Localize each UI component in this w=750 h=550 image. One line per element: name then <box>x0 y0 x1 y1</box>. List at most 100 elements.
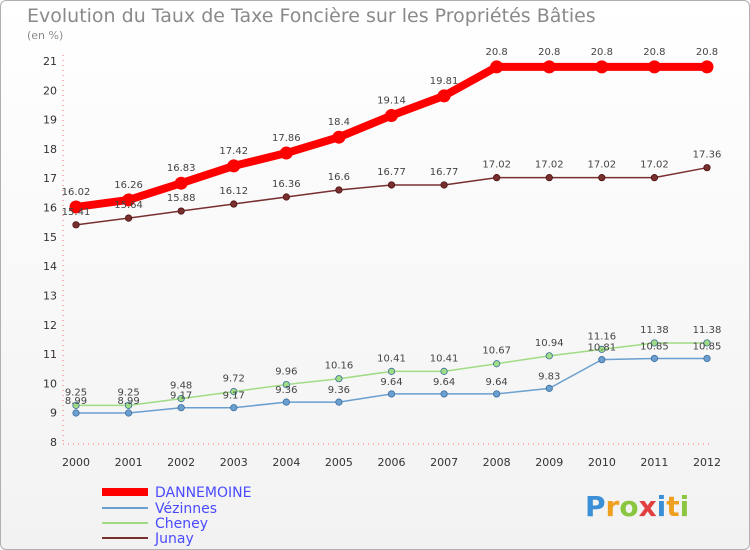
data-label: 9.25 <box>65 387 87 398</box>
data-label: 16.77 <box>430 167 459 178</box>
data-label: 20.8 <box>486 47 508 58</box>
data-point <box>227 159 241 173</box>
data-label: 18.4 <box>328 117 350 128</box>
data-label: 16.83 <box>167 163 196 174</box>
data-label: 20.8 <box>643 47 665 58</box>
logo-letter: i <box>656 490 667 523</box>
data-point <box>650 174 659 182</box>
data-point <box>650 339 659 347</box>
x-tick-label: 2009 <box>535 456 563 469</box>
x-tick-label: 2003 <box>220 456 248 469</box>
data-point <box>230 387 238 396</box>
y-tick-label: 20 <box>43 84 57 97</box>
data-point <box>598 345 606 353</box>
data-point <box>72 221 80 229</box>
data-point <box>387 367 396 375</box>
data-point <box>177 395 185 403</box>
x-tick-label: 2010 <box>588 456 616 469</box>
data-point <box>230 200 238 208</box>
data-label: 16.26 <box>114 180 143 191</box>
data-label: 9.96 <box>275 367 297 378</box>
data-point <box>700 60 714 74</box>
logo-letter: i <box>679 490 690 523</box>
y-tick-label: 10 <box>43 377 57 390</box>
data-point <box>545 384 553 392</box>
x-tick-label: 2005 <box>325 456 353 469</box>
data-label: 11.16 <box>588 331 617 342</box>
data-point <box>387 390 396 398</box>
data-point <box>542 60 556 74</box>
data-point <box>69 200 83 214</box>
data-point <box>385 109 398 123</box>
x-tick-label: 2007 <box>430 456 458 469</box>
data-point <box>647 60 661 74</box>
data-point <box>595 60 609 74</box>
data-point <box>545 352 553 360</box>
data-point <box>72 409 80 417</box>
data-point <box>122 193 136 207</box>
data-point <box>440 181 448 189</box>
data-label: 9.72 <box>223 374 245 385</box>
data-point <box>332 130 346 144</box>
legend-label: DANNEMOINE <box>155 485 251 501</box>
data-point <box>282 398 290 406</box>
y-tick-label: 15 <box>43 231 57 244</box>
data-label: 17.02 <box>482 160 511 171</box>
data-label: 10.94 <box>535 338 564 349</box>
data-point <box>493 390 501 398</box>
data-point <box>335 375 343 383</box>
data-point <box>124 214 133 222</box>
legend-label: Vézinnes <box>155 501 217 517</box>
data-label: 9.64 <box>433 377 455 388</box>
data-label: 11.38 <box>693 325 722 336</box>
data-label: 10.41 <box>430 353 459 364</box>
x-tick-label: 2000 <box>62 456 90 469</box>
data-point <box>545 174 553 182</box>
data-label: 8.99 <box>65 396 87 407</box>
data-label: 17.36 <box>693 150 722 161</box>
data-label: 10.41 <box>377 353 406 364</box>
data-label: 15.64 <box>114 200 143 211</box>
data-label: 15.41 <box>62 207 91 218</box>
logo-letter: o <box>619 490 639 523</box>
y-tick-label: 11 <box>43 348 57 361</box>
data-label: 16.02 <box>62 187 91 198</box>
data-label: 10.85 <box>693 341 722 352</box>
data-point <box>703 339 711 347</box>
x-tick-label: 2001 <box>115 456 143 469</box>
data-label: 17.02 <box>588 160 617 171</box>
data-label: 20.8 <box>538 47 560 58</box>
x-tick-label: 2008 <box>483 456 511 469</box>
data-point <box>177 404 185 412</box>
logo-letter: r <box>605 490 620 523</box>
data-label: 19.14 <box>377 96 406 107</box>
logo-letter: x <box>638 490 657 523</box>
data-label: 10.16 <box>325 361 354 372</box>
data-label: 11.38 <box>640 325 669 336</box>
logo-letter: P <box>585 490 606 523</box>
data-point <box>279 146 293 160</box>
data-point <box>490 60 504 74</box>
data-label: 9.17 <box>170 391 192 402</box>
y-tick-label: 8 <box>50 436 57 449</box>
data-label: 16.12 <box>219 186 248 197</box>
y-tick-label: 12 <box>43 319 57 332</box>
data-label: 10.81 <box>588 343 617 354</box>
data-label: 20.8 <box>696 47 718 58</box>
data-label: 17.02 <box>640 160 669 171</box>
x-tick-label: 2011 <box>640 456 668 469</box>
data-label: 17.86 <box>272 133 301 144</box>
proxiti-logo: Proxiti <box>585 490 689 523</box>
data-point <box>174 176 188 190</box>
data-label: 9.48 <box>170 381 192 392</box>
data-label: 9.64 <box>486 377 508 388</box>
data-point <box>650 354 659 363</box>
y-tick-label: 19 <box>43 114 57 127</box>
data-point <box>72 401 80 409</box>
x-tick-label: 2004 <box>272 456 300 469</box>
data-label: 9.83 <box>538 371 560 382</box>
legend-label: Cheney <box>155 516 208 532</box>
chart-subtitle: (en %) <box>27 29 64 42</box>
data-point <box>282 380 290 389</box>
